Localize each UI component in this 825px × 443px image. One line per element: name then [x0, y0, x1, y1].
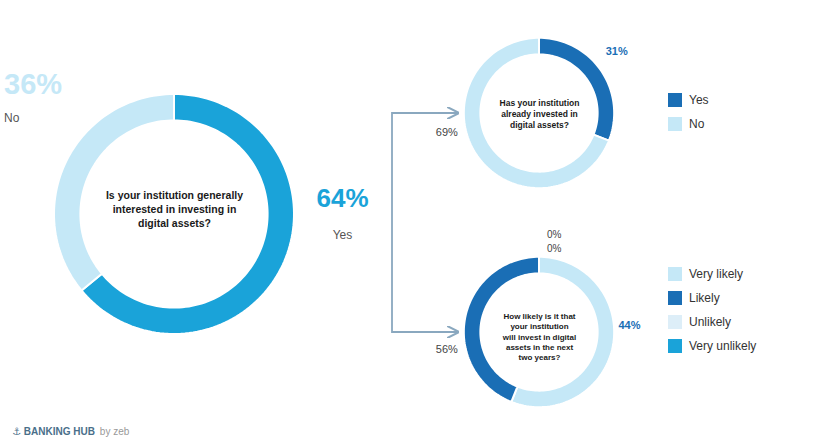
- html-text:⚓ BANKING HUB: ⚓ BANKING HUB: [12, 426, 95, 437]
- svg-text:0%: 0%: [547, 229, 562, 240]
- svg-text:No: No: [4, 111, 20, 125]
- html-text:Very likely: Very likely: [689, 267, 743, 281]
- svg-text:36%: 36%: [4, 68, 62, 100]
- svg-text:Yes: Yes: [333, 228, 353, 242]
- svg-text:Is your institution generallyi: Is your institution generallyinterested …: [106, 189, 243, 228]
- html-text:Very unlikely: Very unlikely: [689, 339, 757, 353]
- html-text:No: No: [689, 117, 705, 131]
- svg-text:Has your institutionalready in: Has your institutionalready invested ind…: [500, 98, 580, 130]
- svg-text:56%: 56%: [436, 343, 458, 355]
- svg-text:44%: 44%: [618, 319, 640, 331]
- svg-text:64%: 64%: [316, 183, 368, 213]
- svg-text:69%: 69%: [436, 126, 458, 138]
- svg-text:How likely is it thatyour inst: How likely is it thatyour institutionwil…: [502, 312, 576, 363]
- html-text:Yes: Yes: [689, 93, 709, 107]
- html-text:Unlikely: Unlikely: [689, 315, 731, 329]
- svg-text:31%: 31%: [606, 45, 628, 57]
- html-text:by zeb: by zeb: [99, 426, 130, 437]
- html-text:Likely: Likely: [689, 291, 720, 305]
- svg-text:0%: 0%: [547, 243, 562, 254]
